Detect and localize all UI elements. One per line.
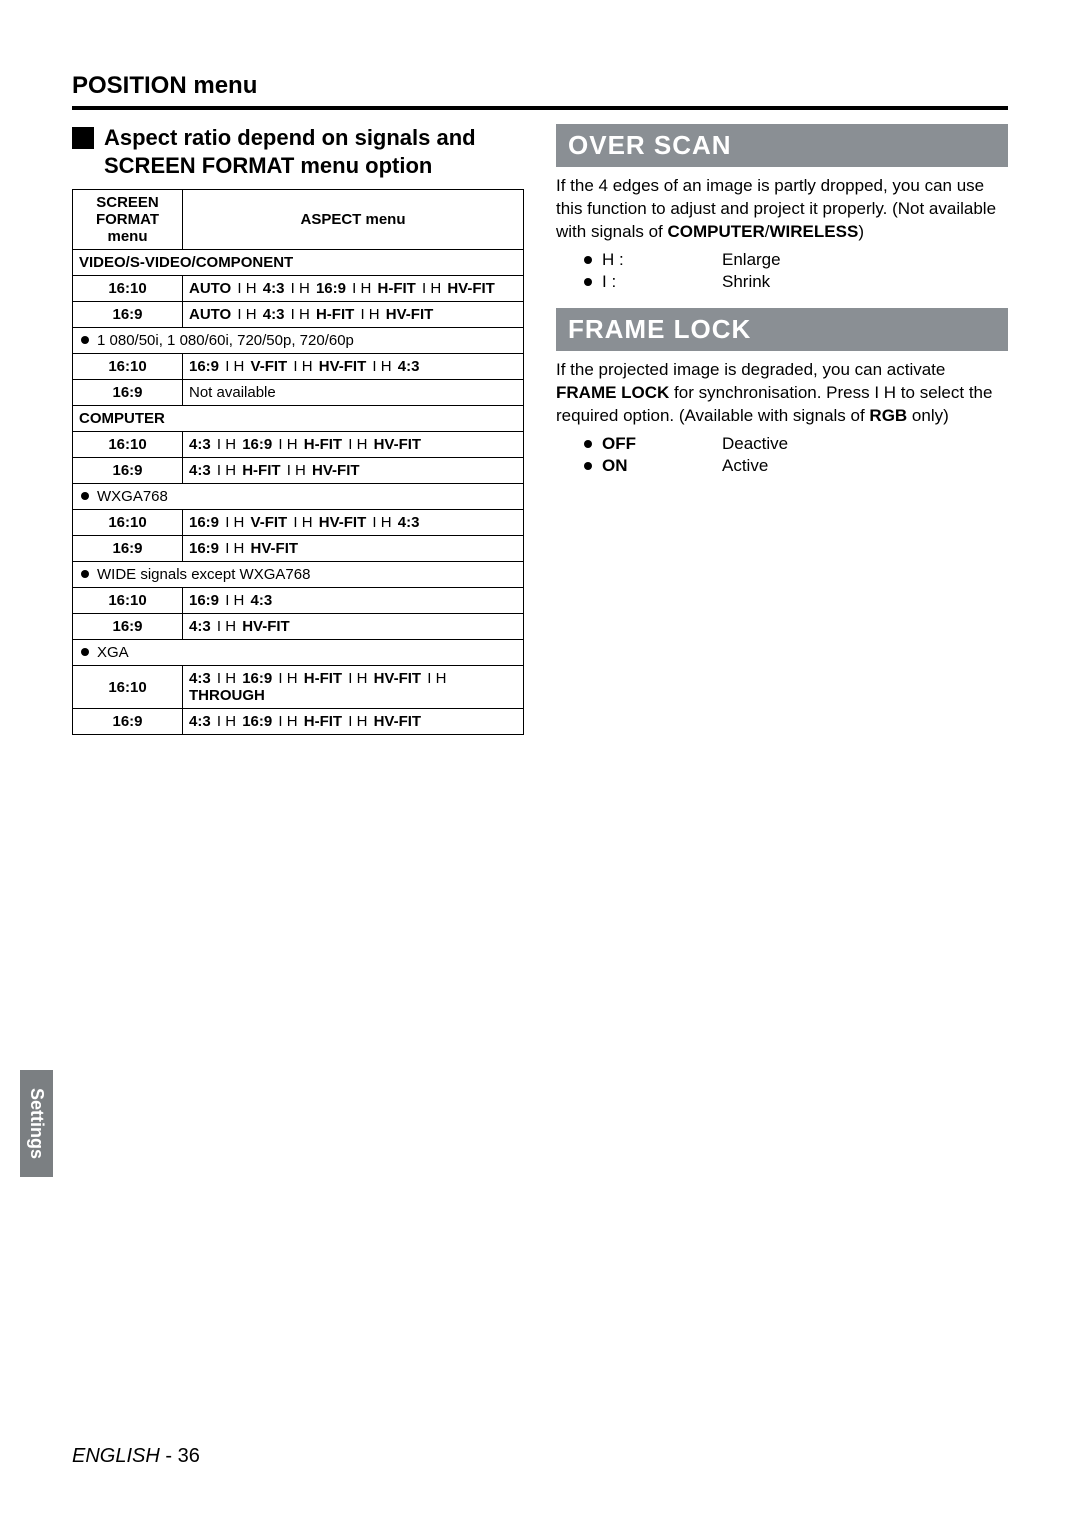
ratio-cell: 16:9 <box>73 302 183 328</box>
option-value: Active <box>722 456 768 476</box>
aspect-cell: 16:9 I H V-FIT I H HV-FIT I H 4:3 <box>183 354 524 380</box>
aspect-cell: Not available <box>183 380 524 406</box>
ratio-cell: 16:10 <box>73 666 183 709</box>
ratio-cell: 16:9 <box>73 380 183 406</box>
option-value: Enlarge <box>722 250 781 270</box>
aspect-table: SCREEN FORMAT menu ASPECT menu VIDEO/S-V… <box>72 189 524 735</box>
bullet-icon <box>584 462 592 470</box>
bullet-icon <box>584 256 592 264</box>
aspect-cell: 16:9 I H V-FIT I H HV-FIT I H 4:3 <box>183 510 524 536</box>
table-header-right: ASPECT menu <box>183 190 524 250</box>
group-label: VIDEO/S-VIDEO/COMPONENT <box>73 250 524 276</box>
option-key: H : <box>602 250 722 270</box>
ratio-cell: 16:9 <box>73 458 183 484</box>
aspect-cell: 4:3 I H H-FIT I H HV-FIT <box>183 458 524 484</box>
group-label: XGA <box>73 640 524 666</box>
ratio-cell: 16:10 <box>73 432 183 458</box>
aspect-cell: 16:9 I H 4:3 <box>183 588 524 614</box>
aspect-cell: 4:3 I H 16:9 I H H-FIT I H HV-FIT I H TH… <box>183 666 524 709</box>
ratio-cell: 16:9 <box>73 536 183 562</box>
option-list: OFFDeactiveONActive <box>584 434 1008 476</box>
menu-box-title: OVER SCAN <box>556 124 1008 167</box>
aspect-cell: AUTO I H 4:3 I H H-FIT I H HV-FIT <box>183 302 524 328</box>
group-label: WIDE signals except WXGA768 <box>73 562 524 588</box>
ratio-cell: 16:9 <box>73 614 183 640</box>
section-square-icon <box>72 127 94 149</box>
option-value: Shrink <box>722 272 770 292</box>
option-row: H :Enlarge <box>584 250 1008 270</box>
ratio-cell: 16:10 <box>73 354 183 380</box>
aspect-cell: 4:3 I H 16:9 I H H-FIT I H HV-FIT <box>183 709 524 735</box>
bullet-icon <box>584 278 592 286</box>
option-row: ONActive <box>584 456 1008 476</box>
divider <box>72 106 1008 110</box>
menu-box-title: FRAME LOCK <box>556 308 1008 351</box>
section-body: If the projected image is degraded, you … <box>556 359 1008 428</box>
ratio-cell: 16:9 <box>73 709 183 735</box>
group-label: 1 080/50i, 1 080/60i, 720/50p, 720/60p <box>73 328 524 354</box>
page-title: POSITION menu <box>72 72 1008 100</box>
footer-language: ENGLISH <box>72 1445 160 1467</box>
option-key: I : <box>602 272 722 292</box>
aspect-cell: AUTO I H 4:3 I H 16:9 I H H-FIT I H HV-F… <box>183 276 524 302</box>
group-label: WXGA768 <box>73 484 524 510</box>
option-value: Deactive <box>722 434 788 454</box>
option-row: I :Shrink <box>584 272 1008 292</box>
option-key: OFF <box>602 434 722 454</box>
side-tab-settings: Settings <box>20 1070 53 1177</box>
table-header-left: SCREEN FORMAT menu <box>73 190 183 250</box>
option-key: ON <box>602 456 722 476</box>
footer-page-number: - 36 <box>160 1445 200 1467</box>
ratio-cell: 16:10 <box>73 510 183 536</box>
option-row: OFFDeactive <box>584 434 1008 454</box>
aspect-cell: 4:3 I H 16:9 I H H-FIT I H HV-FIT <box>183 432 524 458</box>
ratio-cell: 16:10 <box>73 588 183 614</box>
aspect-cell: 4:3 I H HV-FIT <box>183 614 524 640</box>
right-column: OVER SCAN If the 4 edges of an image is p… <box>556 124 1008 735</box>
option-list: H :EnlargeI :Shrink <box>584 250 1008 292</box>
left-section-heading: Aspect ratio depend on signals and SCREE… <box>104 124 524 179</box>
left-column: Aspect ratio depend on signals and SCREE… <box>72 124 524 735</box>
bullet-icon <box>584 440 592 448</box>
group-label: COMPUTER <box>73 406 524 432</box>
page-footer: ENGLISH - 36 <box>72 1445 200 1468</box>
section-body: If the 4 edges of an image is partly dro… <box>556 175 1008 244</box>
aspect-cell: 16:9 I H HV-FIT <box>183 536 524 562</box>
ratio-cell: 16:10 <box>73 276 183 302</box>
